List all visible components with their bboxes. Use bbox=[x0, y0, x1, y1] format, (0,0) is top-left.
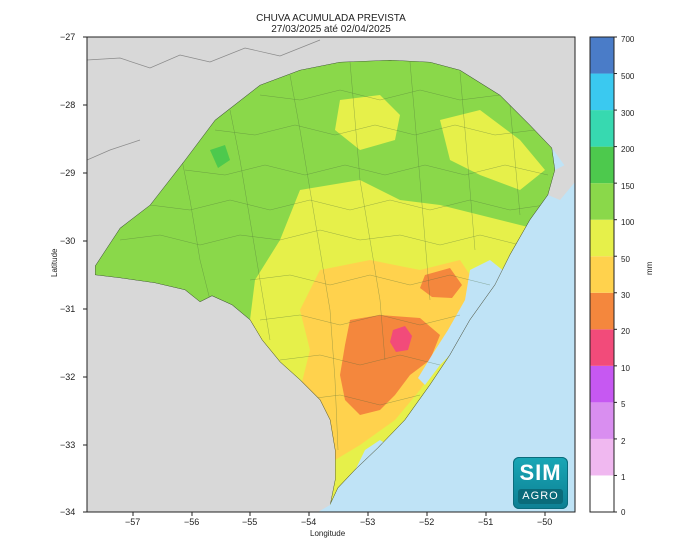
colorbar-segment bbox=[590, 329, 614, 366]
y-tick-label: −32 bbox=[60, 372, 76, 382]
axis-ticks bbox=[83, 36, 546, 516]
logo-sim-text: SIM bbox=[519, 460, 562, 485]
rain-zone-5-10 bbox=[390, 326, 412, 352]
colorbar-segment bbox=[590, 292, 614, 330]
border-line bbox=[87, 139, 141, 161]
colorbar-label: 200 bbox=[621, 145, 635, 154]
y-tick-label: −27 bbox=[60, 32, 76, 42]
colorbar-segment bbox=[590, 146, 614, 184]
colorbar-unit: mm bbox=[645, 261, 654, 275]
y-tick-label: −31 bbox=[60, 304, 76, 314]
rain-zone-10-20 bbox=[340, 315, 440, 415]
colorbar-label: 10 bbox=[621, 364, 630, 373]
colorbar-segment bbox=[590, 73, 614, 111]
colorbar-label: 20 bbox=[621, 327, 630, 336]
lagoa-dos-patos bbox=[418, 260, 505, 385]
border-line bbox=[87, 39, 321, 69]
colorbar-frame bbox=[589, 36, 615, 513]
y-tick-label: −33 bbox=[60, 440, 76, 450]
colorbar-label: 2 bbox=[621, 437, 626, 446]
land-outside-east bbox=[548, 160, 575, 200]
logo-agro-text: AGRO bbox=[518, 489, 563, 504]
x-tick-label: −56 bbox=[184, 517, 200, 527]
colorbar-segment bbox=[590, 183, 614, 220]
y-tick-label: −34 bbox=[60, 507, 76, 517]
x-tick-label: −52 bbox=[419, 517, 435, 527]
municipal-borders bbox=[119, 61, 549, 451]
simagro-logo: SIM AGRO bbox=[513, 457, 568, 509]
colorbar-segment bbox=[590, 402, 614, 439]
plot-frame bbox=[86, 36, 576, 513]
colorbar-label: 500 bbox=[621, 72, 635, 81]
colorbar-label: 50 bbox=[621, 255, 630, 264]
colorbar-segment bbox=[590, 219, 614, 257]
chart-title: CHUVA ACUMULADA PREVISTA 27/03/2025 até … bbox=[87, 13, 575, 35]
colorbar-label: 150 bbox=[621, 182, 635, 191]
colorbar bbox=[589, 36, 617, 513]
colorbar-label: 1 bbox=[621, 473, 626, 482]
colorbar-label: 5 bbox=[621, 400, 626, 409]
rain-zone-100-150 bbox=[210, 145, 230, 168]
colorbar-segment bbox=[590, 475, 614, 512]
y-tick-label: −28 bbox=[60, 100, 76, 110]
colorbar-label: 0 bbox=[621, 508, 626, 517]
colorbar-label: 100 bbox=[621, 218, 635, 227]
colorbar-segment bbox=[590, 256, 614, 293]
x-tick-label: −57 bbox=[125, 517, 141, 527]
colorbar-segment bbox=[590, 37, 614, 74]
rain-zone-30-50-north bbox=[335, 95, 400, 150]
x-tick-label: −54 bbox=[301, 517, 317, 527]
colorbar-segment bbox=[590, 438, 614, 476]
land-outside bbox=[87, 37, 575, 512]
colorbar-label: 300 bbox=[621, 109, 635, 118]
rain-zone-30-50-ne bbox=[440, 110, 545, 190]
x-tick-label: −53 bbox=[360, 517, 376, 527]
title-line-1: CHUVA ACUMULADA PREVISTA bbox=[256, 13, 406, 24]
y-axis-label: Latitude bbox=[50, 248, 59, 277]
state-outline bbox=[95, 60, 555, 505]
x-tick-label: −55 bbox=[242, 517, 258, 527]
y-tick-label: −30 bbox=[60, 236, 76, 246]
x-tick-label: −50 bbox=[537, 517, 553, 527]
colorbar-label: 30 bbox=[621, 291, 630, 300]
colorbar-segment bbox=[590, 365, 614, 403]
colorbar-segment bbox=[590, 110, 614, 147]
y-tick-label: −29 bbox=[60, 168, 76, 178]
x-tick-label: −51 bbox=[478, 517, 494, 527]
colorbar-label: 700 bbox=[621, 35, 635, 44]
title-line-2: 27/03/2025 até 02/04/2025 bbox=[271, 24, 391, 35]
x-axis-label: Longitude bbox=[310, 529, 346, 538]
